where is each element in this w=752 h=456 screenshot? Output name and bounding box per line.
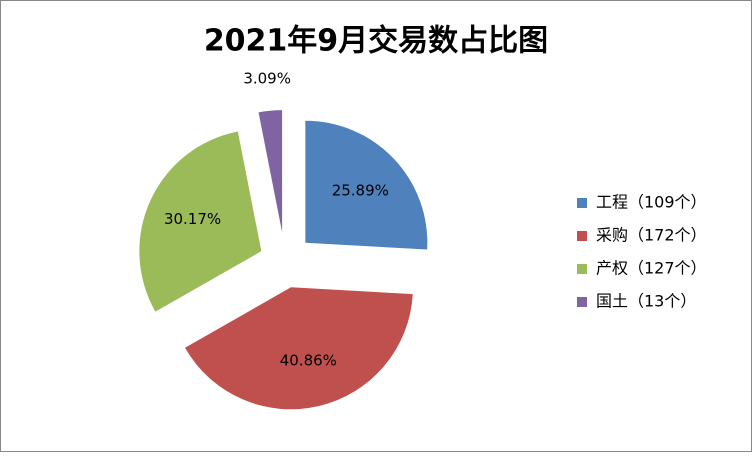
data-label: 3.09%	[243, 69, 291, 87]
pie-slice	[305, 120, 428, 250]
data-label: 40.86%	[280, 351, 337, 369]
data-label: 30.17%	[164, 210, 221, 228]
pie-slice	[185, 287, 413, 410]
legend-swatch	[577, 198, 587, 208]
legend-swatch	[577, 264, 587, 274]
pie-slice	[258, 110, 283, 233]
legend-label: 国土（13个）	[596, 292, 696, 311]
chart-title: 2021年9月交易数占比图	[204, 24, 548, 59]
pie-slice	[139, 131, 262, 312]
legend-label: 工程（109个）	[596, 193, 707, 212]
legend-label: 产权（127个）	[596, 259, 707, 278]
data-label: 25.89%	[332, 181, 389, 199]
legend-swatch	[577, 231, 587, 241]
legend-swatch	[577, 297, 587, 307]
legend-label: 采购（172个）	[596, 226, 707, 245]
